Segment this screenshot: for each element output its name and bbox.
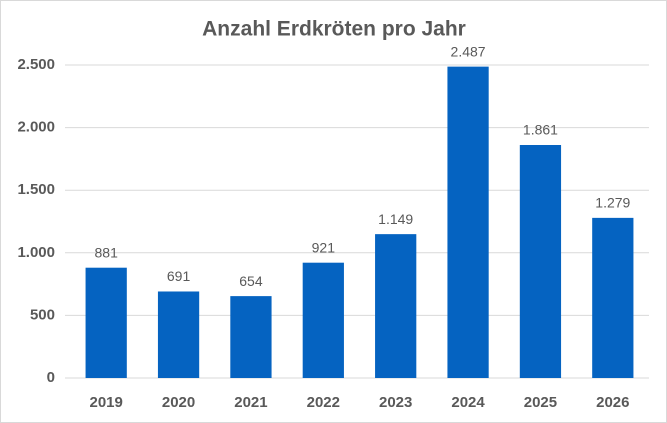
value-label: 1.861: [523, 122, 558, 138]
value-label: 1.279: [595, 195, 630, 211]
value-label: 921: [312, 239, 336, 255]
x-tick-label: 2019: [90, 394, 123, 411]
bar: [592, 217, 634, 378]
value-label: 881: [95, 244, 119, 260]
y-tick-label: 1.000: [17, 244, 55, 261]
value-label: 2.487: [451, 43, 486, 59]
x-tick-label: 2022: [307, 394, 340, 411]
bar: [519, 145, 562, 378]
y-tick-label: 2.000: [17, 119, 55, 136]
y-tick-label: 2.500: [17, 56, 55, 73]
value-label: 654: [239, 273, 263, 289]
bar: [157, 291, 200, 378]
y-tick-label: 500: [30, 306, 55, 323]
bar: [447, 66, 489, 379]
x-tick-label: 2025: [524, 394, 557, 411]
x-tick-label: 2026: [596, 394, 629, 411]
x-tick-label: 2021: [234, 394, 267, 411]
value-label: 691: [167, 268, 191, 284]
bar: [302, 262, 344, 378]
bar: [230, 296, 272, 378]
chart-title: Anzahl Erdkröten pro Jahr: [202, 18, 466, 41]
x-tick-label: 2024: [451, 394, 485, 411]
y-tick-label: 0: [47, 369, 55, 386]
y-tick-label: 1.500: [17, 181, 55, 198]
bar: [375, 234, 417, 378]
x-tick-label: 2023: [379, 394, 412, 411]
bar: [85, 267, 127, 378]
x-tick-label: 2020: [162, 394, 195, 411]
value-label: 1.149: [378, 211, 413, 227]
